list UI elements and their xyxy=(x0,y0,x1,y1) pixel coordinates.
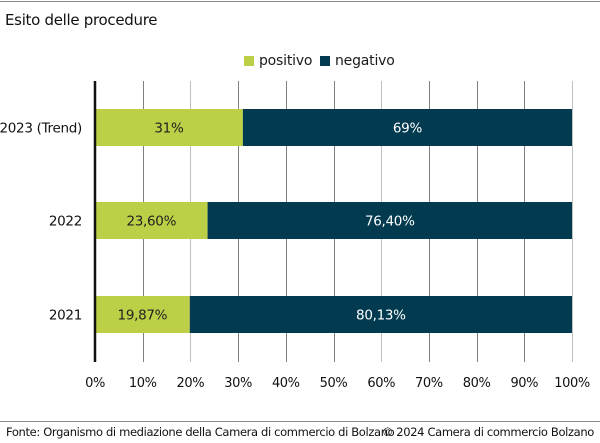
legend-label-positivo: positivo xyxy=(259,53,313,69)
data-label-positivo: 31% xyxy=(154,121,184,137)
bottom-rule xyxy=(0,421,600,422)
bar-negativo-0 xyxy=(242,109,572,146)
x-tick-label: 60% xyxy=(367,376,395,391)
data-label-positivo: 19,87% xyxy=(118,308,168,324)
bars: 31% 69% 23,60% 76,40% 19,87% 80,13% xyxy=(95,109,572,333)
x-tick-label: 10% xyxy=(129,376,157,391)
footer-source: Fonte: Organismo di mediazione della Cam… xyxy=(6,425,395,439)
x-tick-label: 40% xyxy=(272,376,300,391)
legend-swatch-positivo xyxy=(244,56,254,66)
x-tick-label: 0% xyxy=(85,376,105,391)
x-tick-label: 20% xyxy=(177,376,205,391)
bar-positivo-1 xyxy=(95,202,208,239)
category-label: 2023 (Trend) xyxy=(0,121,82,137)
bar-negativo-1 xyxy=(207,202,572,239)
bar-positivo-2 xyxy=(95,296,190,333)
legend-label-negativo: negativo xyxy=(335,53,395,69)
x-tick-label: 70% xyxy=(415,376,443,391)
bar-chart: 31% 69% 23,60% 76,40% 19,87% 80,13% 0% 10% 20% 3… xyxy=(0,81,590,391)
category-label: 2021 xyxy=(49,308,82,324)
chart-title: Esito delle procedure xyxy=(5,11,158,29)
x-tick-label: 80% xyxy=(463,376,491,391)
legend-item-positivo: positivo xyxy=(244,53,312,69)
legend: positivo negativo xyxy=(0,53,600,71)
x-tick-label: 30% xyxy=(224,376,252,391)
top-rule xyxy=(0,1,600,2)
category-label: 2022 xyxy=(49,214,82,230)
legend-swatch-negativo xyxy=(320,56,330,66)
data-label-positivo: 23,60% xyxy=(126,214,176,230)
category-labels: 2023 (Trend) 2022 2021 xyxy=(0,121,82,324)
bar-negativo-2 xyxy=(189,296,572,333)
bar-positivo-0 xyxy=(95,109,243,146)
legend-item-negativo: negativo xyxy=(320,53,395,69)
data-label-negativo: 69% xyxy=(393,121,423,137)
x-tick-label: 100% xyxy=(554,376,590,391)
x-tick-label: 90% xyxy=(510,376,538,391)
footer-copyright: © 2024 Camera di commercio Bolzano xyxy=(381,425,595,439)
data-label-negativo: 76,40% xyxy=(365,214,415,230)
x-tick-label: 50% xyxy=(320,376,348,391)
x-axis: 0% 10% 20% 30% 40% 50% 60% 70% 80% 90% 100% xyxy=(85,81,590,391)
data-label-negativo: 80,13% xyxy=(356,308,406,324)
